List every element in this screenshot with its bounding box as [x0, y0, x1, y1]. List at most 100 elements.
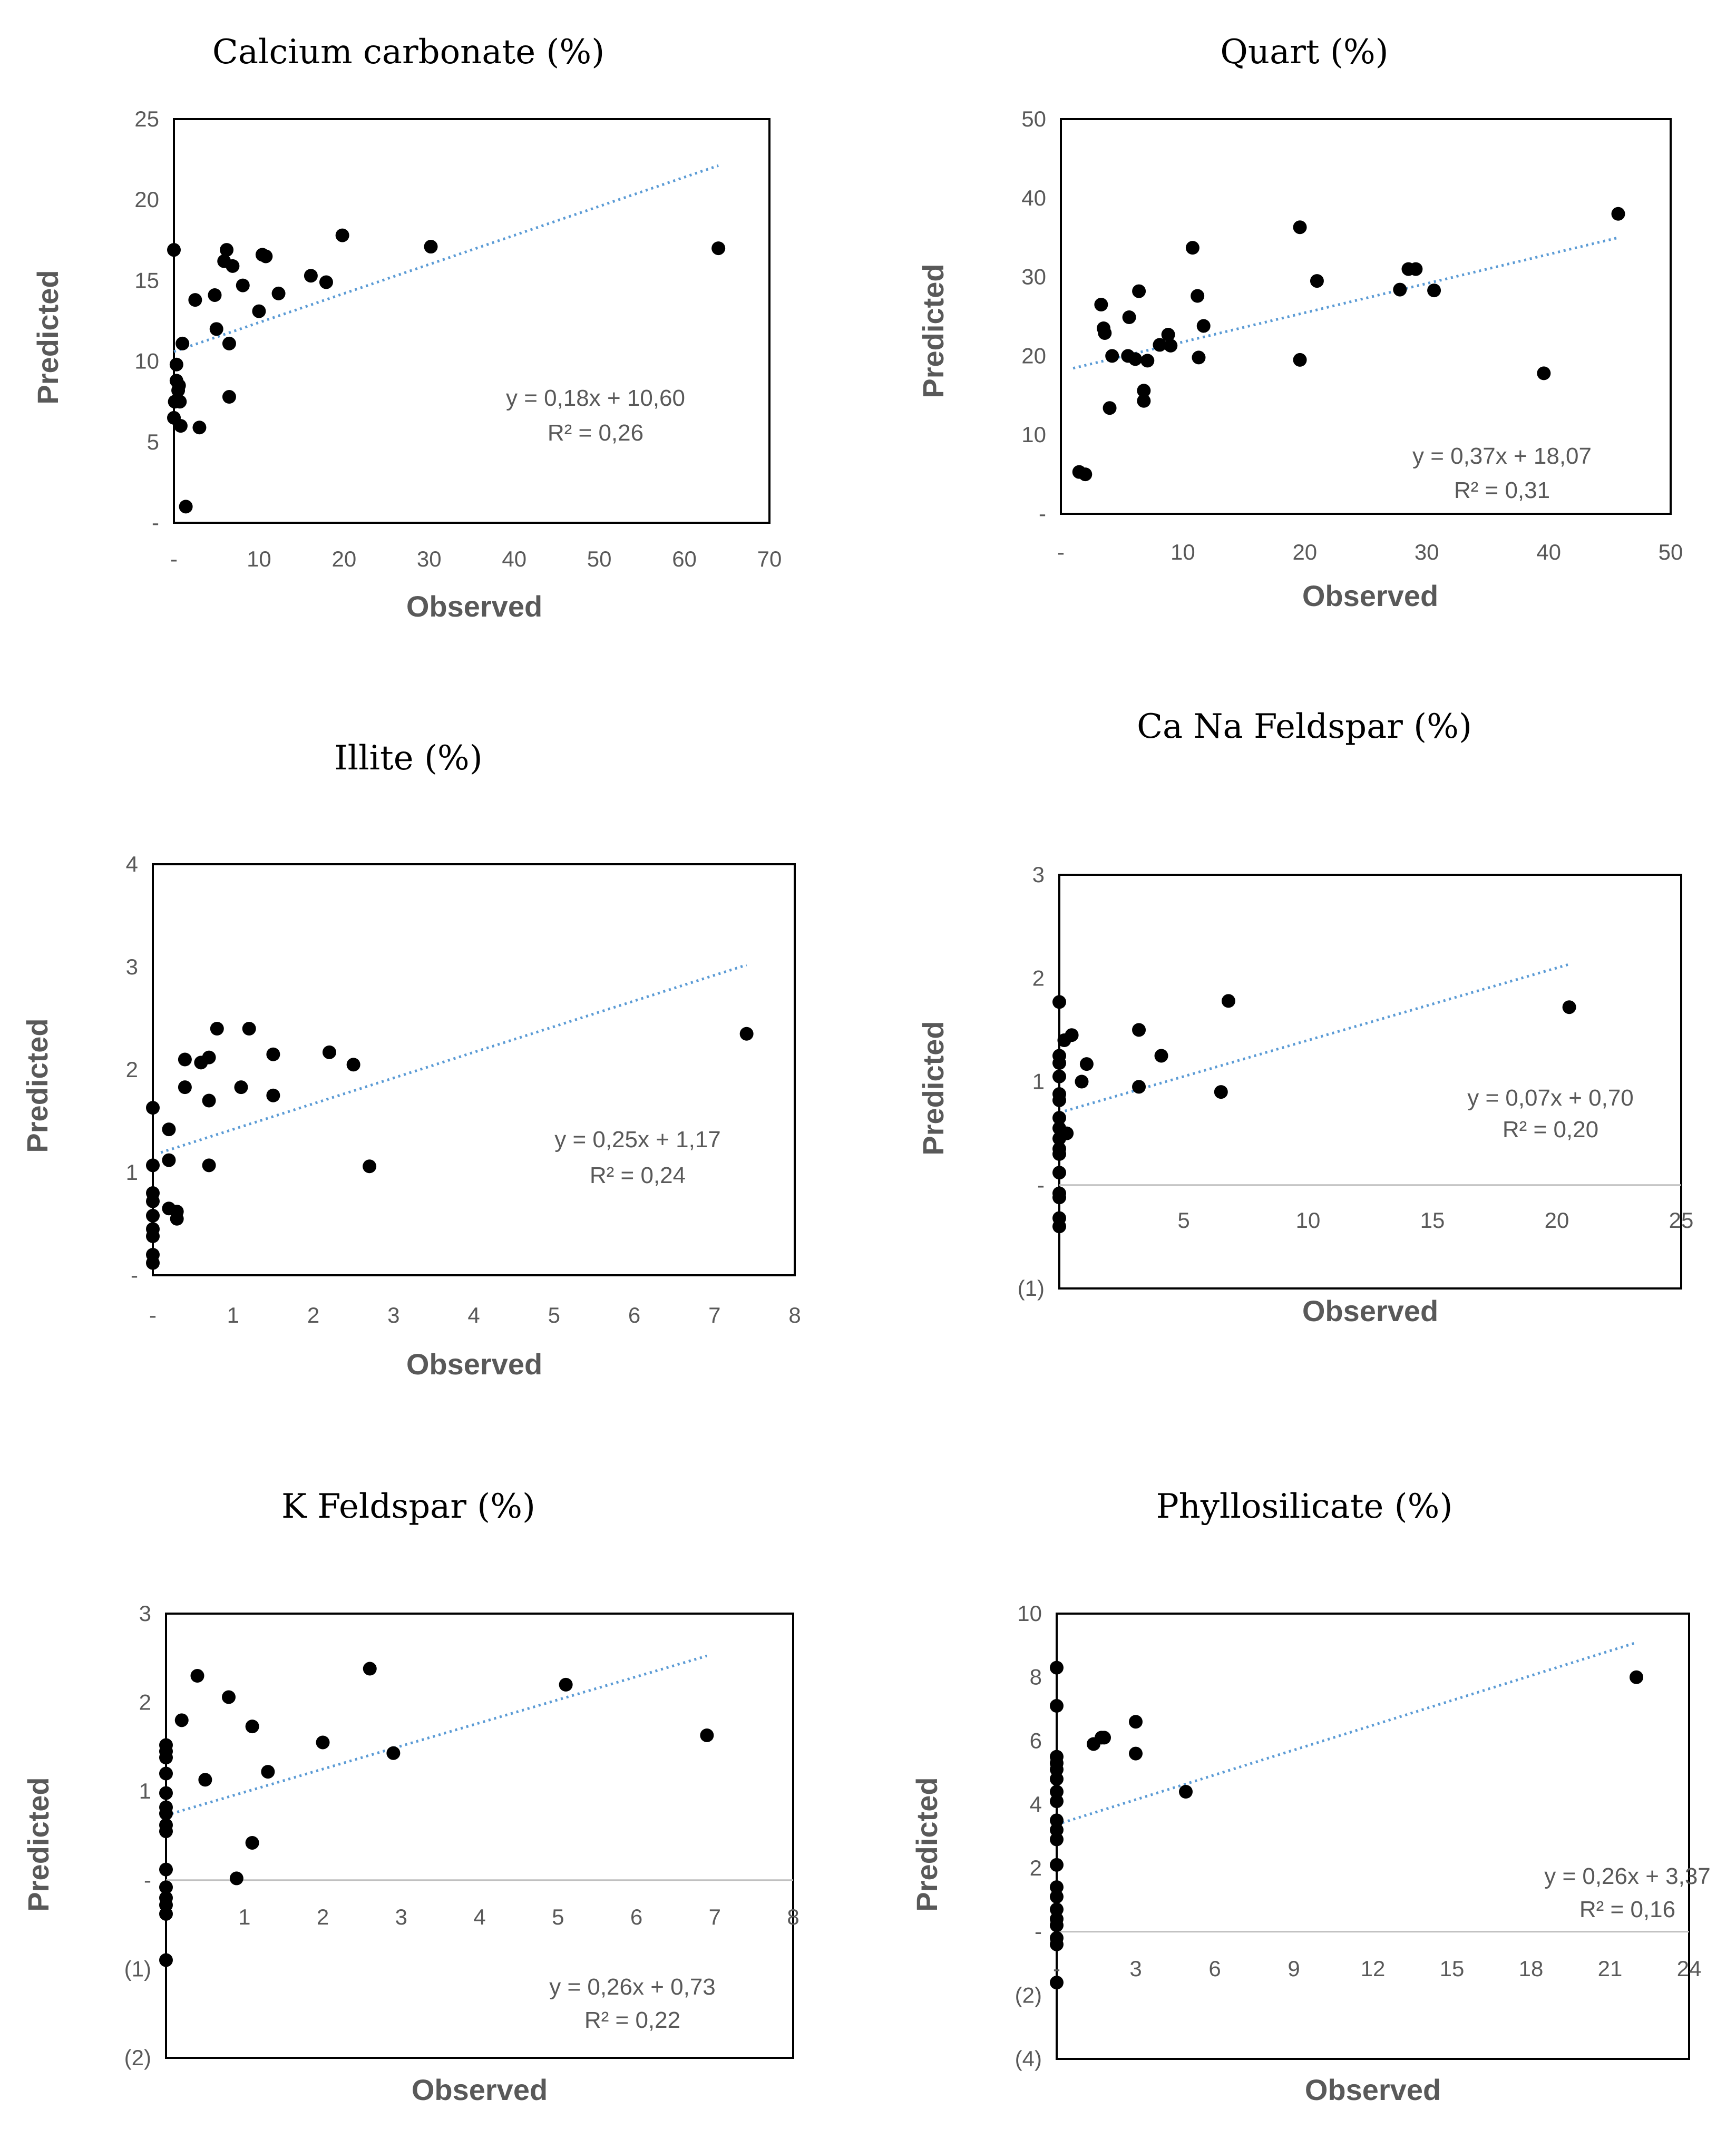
chart-1-data-point: [188, 293, 202, 307]
chart-5-x-axis-label: Observed: [412, 2073, 548, 2106]
chart-5-data-point: [159, 1907, 173, 1921]
chart-5-y-tick-label: (2): [124, 2045, 151, 2070]
chart-1-data-point: [236, 278, 250, 292]
chart-1-data-point: [167, 243, 181, 257]
chart-2-data-point: [1153, 338, 1167, 352]
chart-3-trendline: [160, 963, 747, 1154]
chart-4-data-point: [1562, 1000, 1576, 1014]
chart-2-y-tick-label: -: [1039, 501, 1046, 526]
chart-5-data-point: [159, 1880, 173, 1894]
chart-4-data-point: [1052, 995, 1066, 1009]
chart-4-x-axis-label: Observed: [1302, 1294, 1438, 1327]
chart-3-data-point: [146, 1101, 160, 1115]
chart-6-x-tick-label: -: [1053, 1956, 1060, 1981]
chart-2-y-tick-label: 20: [1021, 343, 1046, 368]
chart-3-r-squared: R² = 0,24: [590, 1163, 686, 1188]
chart-3-data-point: [266, 1047, 280, 1061]
chart-1-title: Calcium carbonate (%): [212, 33, 604, 72]
chart-3-data-point: [162, 1122, 176, 1137]
chart-1-x-tick-label: 10: [247, 546, 271, 571]
chart-6-y-tick-label: 4: [1030, 1792, 1042, 1816]
chart-5-y-tick-label: -: [144, 1868, 151, 1892]
chart-5-trend-equation: y = 0,26x + 0,73: [549, 1974, 716, 2000]
chart-5-data-point: [159, 1766, 173, 1781]
chart-4-data-point: [1052, 1093, 1066, 1107]
chart-1-y-tick-label: 25: [134, 106, 159, 131]
chart-5-data-point: [174, 1713, 189, 1727]
chart-2-y-tick-label: 50: [1021, 106, 1046, 131]
chart-5-data-point: [159, 1806, 173, 1821]
chart-6-y-tick-label: (2): [1015, 1982, 1042, 2007]
chart-6-x-tick-label: 12: [1361, 1956, 1386, 1981]
chart-1-x-tick-label: 60: [672, 546, 697, 571]
chart-4-data-point: [1132, 1023, 1146, 1037]
chart-3-data-point: [322, 1045, 336, 1059]
chart-1-data-point: [209, 322, 223, 336]
chart-4-data-point: [1214, 1085, 1228, 1099]
chart-2-x-tick-label: 40: [1536, 540, 1561, 564]
chart-4-data-point: [1052, 1190, 1066, 1205]
chart-6-data-point: [1097, 1731, 1111, 1745]
chart-6-data-point: [1050, 1880, 1064, 1894]
chart-4-plot-frame: [1058, 874, 1682, 1290]
chart-4-data-point: [1052, 1147, 1066, 1161]
chart-1-data-point: [319, 275, 333, 289]
chart-2-data-point: [1293, 353, 1307, 367]
chart-1-data-point: [175, 336, 190, 350]
chart-3-x-axis-label: Observed: [406, 1347, 542, 1381]
chart-5-y-axis-label: Predicted: [22, 1777, 55, 1911]
chart-2-data-point: [1427, 284, 1441, 298]
chart-4-y-tick-label: -: [1037, 1173, 1045, 1197]
chart-3: Illite (%) - 1 2 3 4 - 1 2 3 4 5 6 7 8 Observed Predicte…: [21, 739, 801, 1381]
chart-1-x-tick-label: 20: [331, 546, 356, 571]
chart-3-x-tick-label: -: [149, 1303, 157, 1327]
chart-2-y-axis-label: Predicted: [916, 263, 950, 398]
chart-1-data-point: [424, 240, 438, 254]
chart-3-data-point: [363, 1159, 377, 1174]
chart-4-y-tick-label: (1): [1018, 1276, 1045, 1301]
chart-1: Calcium carbonate (%) - 5 10 15 20 25 - 10 20 30 40…: [31, 33, 782, 623]
chart-3-title: Illite (%): [334, 739, 482, 778]
chart-2-data-point: [1098, 326, 1112, 340]
chart-2-data-point: [1122, 310, 1136, 324]
chart-2-y-tick-label: 10: [1021, 422, 1046, 447]
chart-5-data-point: [245, 1720, 259, 1734]
chart-4-data-point: [1060, 1126, 1074, 1140]
chart-5-x-tick-label: 5: [552, 1904, 564, 1929]
chart-2-data-point: [1310, 274, 1324, 288]
chart-6-data-point: [1050, 1772, 1064, 1786]
chart-6-x-tick-label: 21: [1598, 1956, 1623, 1981]
chart-1-data-point: [173, 419, 188, 433]
chart-4-r-squared: R² = 0,20: [1503, 1117, 1598, 1142]
chart-5-x-tick-label: 4: [473, 1904, 485, 1929]
chart-4-x-tick-label: 20: [1545, 1208, 1569, 1233]
chart-2-y-tick-label: 40: [1021, 185, 1046, 210]
chart-2-data-point: [1078, 467, 1093, 482]
chart-4-x-tick-label: 25: [1669, 1208, 1694, 1233]
chart-4-x-tick-label: 10: [1296, 1208, 1321, 1233]
chart-1-x-tick-label: 50: [587, 546, 612, 571]
chart-5-data-point: [316, 1735, 330, 1750]
chart-2-data-point: [1137, 394, 1151, 408]
chart-6-y-tick-label: 8: [1030, 1665, 1042, 1689]
chart-3-data-point: [170, 1212, 184, 1226]
chart-2-data-point: [1103, 401, 1117, 415]
chart-1-y-tick-label: 5: [147, 429, 159, 454]
chart-1-x-tick-label: 70: [757, 546, 782, 571]
chart-6-data-point: [1050, 1890, 1064, 1904]
chart-3-data-point: [242, 1022, 256, 1036]
chart-6-y-tick-label: 2: [1030, 1855, 1042, 1880]
chart-4-y-axis-label: Predicted: [916, 1021, 950, 1155]
chart-6-data-point: [1050, 1794, 1064, 1809]
chart-6-data-point: [1179, 1785, 1193, 1799]
chart-1-data-point: [172, 378, 186, 393]
chart-2-x-tick-label: -: [1057, 540, 1065, 564]
chart-3-y-axis-label: Predicted: [21, 1018, 54, 1152]
chart-6-trend-equation: y = 0,26x + 3,37: [1544, 1863, 1711, 1889]
chart-6-data-point: [1050, 1918, 1064, 1932]
chart-3-x-tick-label: 1: [227, 1303, 239, 1327]
chart-2-data-point: [1137, 384, 1151, 398]
chart-6-x-tick-label: 9: [1288, 1956, 1300, 1981]
chart-5-trendline: [165, 1654, 708, 1817]
